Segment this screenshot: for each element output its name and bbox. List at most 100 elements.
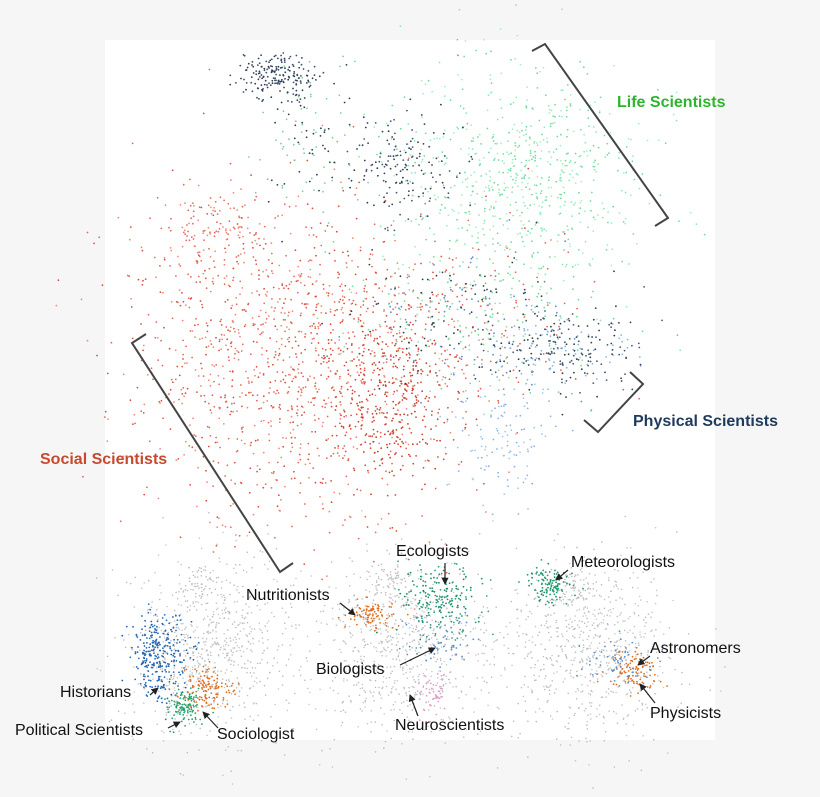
point xyxy=(224,301,227,303)
point xyxy=(290,654,292,656)
point xyxy=(431,90,434,93)
point xyxy=(603,134,606,137)
point xyxy=(530,193,533,196)
point xyxy=(489,290,492,293)
point xyxy=(391,688,393,690)
point xyxy=(57,279,60,282)
point xyxy=(176,694,178,697)
point xyxy=(402,626,404,628)
point xyxy=(248,606,250,608)
point xyxy=(428,161,430,164)
point xyxy=(460,148,462,150)
point xyxy=(370,710,373,712)
point xyxy=(535,357,538,360)
point xyxy=(407,182,409,185)
point xyxy=(404,220,407,223)
point xyxy=(229,162,232,165)
point xyxy=(377,663,380,666)
point xyxy=(403,396,406,399)
point xyxy=(437,156,440,159)
point xyxy=(481,196,483,199)
point xyxy=(332,329,334,331)
point xyxy=(173,667,176,669)
point xyxy=(428,688,431,691)
point xyxy=(229,637,231,639)
point xyxy=(395,404,397,406)
point xyxy=(309,268,312,271)
point xyxy=(229,207,232,210)
point xyxy=(610,264,613,267)
point xyxy=(171,594,174,596)
point xyxy=(288,311,290,314)
point xyxy=(448,483,451,485)
point xyxy=(619,346,622,348)
point xyxy=(382,352,384,354)
point xyxy=(142,344,145,347)
point xyxy=(358,401,361,404)
point xyxy=(270,716,272,718)
point xyxy=(592,126,595,128)
point xyxy=(409,648,411,651)
point xyxy=(210,654,212,657)
point xyxy=(186,751,189,754)
point xyxy=(312,132,315,135)
point xyxy=(415,218,417,221)
point xyxy=(246,534,249,537)
point xyxy=(363,450,365,453)
point xyxy=(228,244,230,247)
point xyxy=(482,329,484,331)
point xyxy=(446,385,449,388)
point xyxy=(519,414,522,417)
point xyxy=(243,78,245,81)
point xyxy=(257,78,260,81)
point xyxy=(383,648,386,651)
point xyxy=(445,335,448,338)
point xyxy=(229,83,232,86)
point xyxy=(364,285,366,287)
point xyxy=(540,190,543,192)
point xyxy=(361,419,364,422)
point xyxy=(401,419,403,421)
point xyxy=(274,79,276,82)
point xyxy=(303,503,306,505)
point xyxy=(369,679,371,681)
point xyxy=(202,375,205,377)
point xyxy=(144,278,147,280)
point xyxy=(290,595,292,597)
point xyxy=(522,481,525,484)
point xyxy=(360,361,363,364)
point xyxy=(381,686,384,689)
point xyxy=(561,89,564,91)
point xyxy=(284,298,287,300)
point xyxy=(452,591,455,594)
point xyxy=(618,157,620,160)
point xyxy=(605,356,608,358)
point xyxy=(525,186,527,189)
point xyxy=(254,199,256,201)
point xyxy=(480,343,483,346)
point xyxy=(370,379,373,381)
point xyxy=(236,223,239,225)
point xyxy=(240,655,243,657)
point xyxy=(444,543,447,545)
point xyxy=(344,641,346,643)
point xyxy=(510,241,512,244)
point xyxy=(315,303,318,306)
point xyxy=(384,740,387,743)
point xyxy=(489,385,492,387)
point xyxy=(257,376,260,379)
point xyxy=(294,375,296,378)
point xyxy=(404,151,407,154)
point xyxy=(485,52,488,55)
point xyxy=(420,349,423,352)
point xyxy=(556,159,559,161)
point xyxy=(531,342,534,345)
point xyxy=(302,148,305,150)
point xyxy=(347,601,350,604)
point xyxy=(504,186,507,189)
point xyxy=(605,379,608,381)
point xyxy=(273,356,276,359)
point xyxy=(501,447,503,449)
point xyxy=(408,721,411,724)
point xyxy=(676,334,679,337)
